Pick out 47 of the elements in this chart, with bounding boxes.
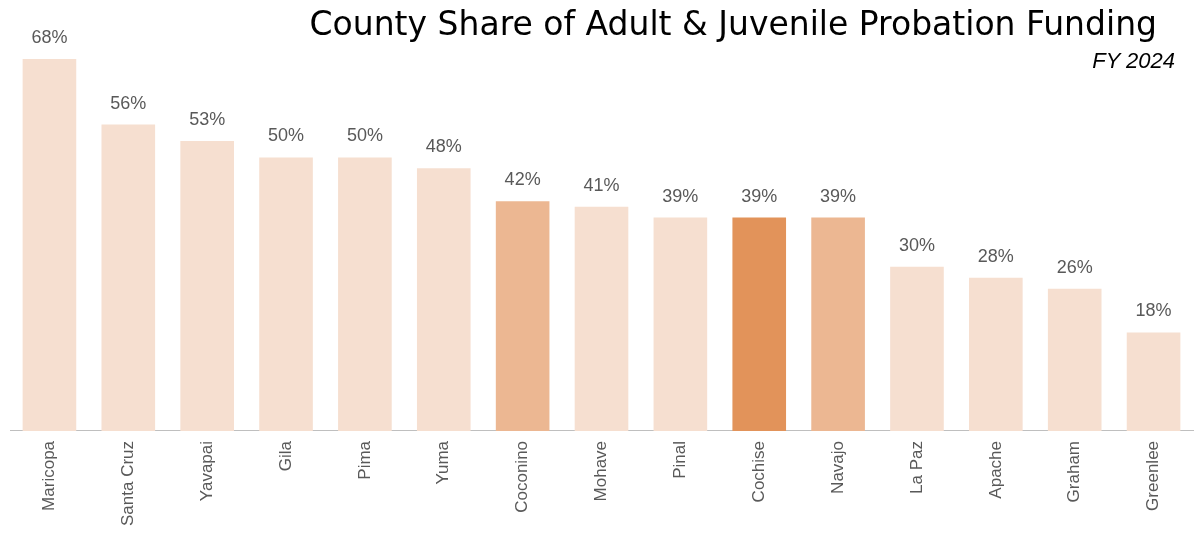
- data-label: 30%: [898, 234, 935, 255]
- data-label: 68%: [31, 26, 68, 47]
- bar: [811, 217, 865, 431]
- bar: [22, 58, 77, 431]
- data-label: 18%: [1135, 300, 1172, 321]
- bar: [416, 168, 471, 431]
- bar: [338, 157, 392, 431]
- bar: [495, 201, 550, 431]
- x-tick-label: Cochise: [748, 440, 768, 503]
- data-label: 50%: [346, 125, 383, 146]
- data-label: 39%: [820, 185, 857, 206]
- bar: [101, 124, 156, 431]
- bar: [653, 217, 708, 431]
- x-tick-label: Santa Cruz: [117, 440, 137, 527]
- chart-title: County Share of Adult & Juvenile Probation Funding: [309, 4, 1157, 43]
- x-tick-label: Coconino: [512, 440, 532, 513]
- bar: [259, 157, 313, 431]
- data-label: 26%: [1056, 256, 1093, 277]
- data-label: 53%: [189, 108, 226, 129]
- x-tick-label: Greenlee: [1143, 440, 1163, 511]
- x-tick-label: Maricopa: [39, 440, 59, 511]
- bar: [890, 266, 944, 431]
- data-label: 42%: [504, 169, 541, 190]
- x-tick-label: Graham: [1064, 440, 1084, 503]
- x-tick-label: Gila: [275, 440, 295, 472]
- data-label: 48%: [425, 136, 462, 157]
- data-label: 28%: [977, 245, 1014, 266]
- bar: [574, 206, 629, 431]
- x-tick-label: Apache: [985, 440, 1005, 499]
- x-tick-label: Mohave: [591, 440, 611, 502]
- x-tick-label: Yavapai: [196, 440, 216, 502]
- bar: [732, 217, 787, 431]
- bar: [180, 141, 234, 431]
- data-label: 39%: [662, 185, 699, 206]
- x-tick-label: Pima: [354, 440, 374, 480]
- data-label: 39%: [741, 185, 778, 206]
- chart-subtitle: FY 2024: [1092, 48, 1175, 74]
- x-tick-label: La Paz: [906, 440, 926, 494]
- x-tick-label: Navajo: [827, 440, 847, 494]
- bar: [1126, 332, 1181, 431]
- x-tick-label: Yuma: [433, 440, 453, 485]
- data-label: 50%: [268, 125, 305, 146]
- x-tick-label: Pinal: [670, 440, 690, 479]
- bar: [969, 277, 1023, 431]
- data-label: 56%: [110, 92, 147, 113]
- data-label: 41%: [583, 174, 620, 195]
- bar: [1047, 288, 1102, 431]
